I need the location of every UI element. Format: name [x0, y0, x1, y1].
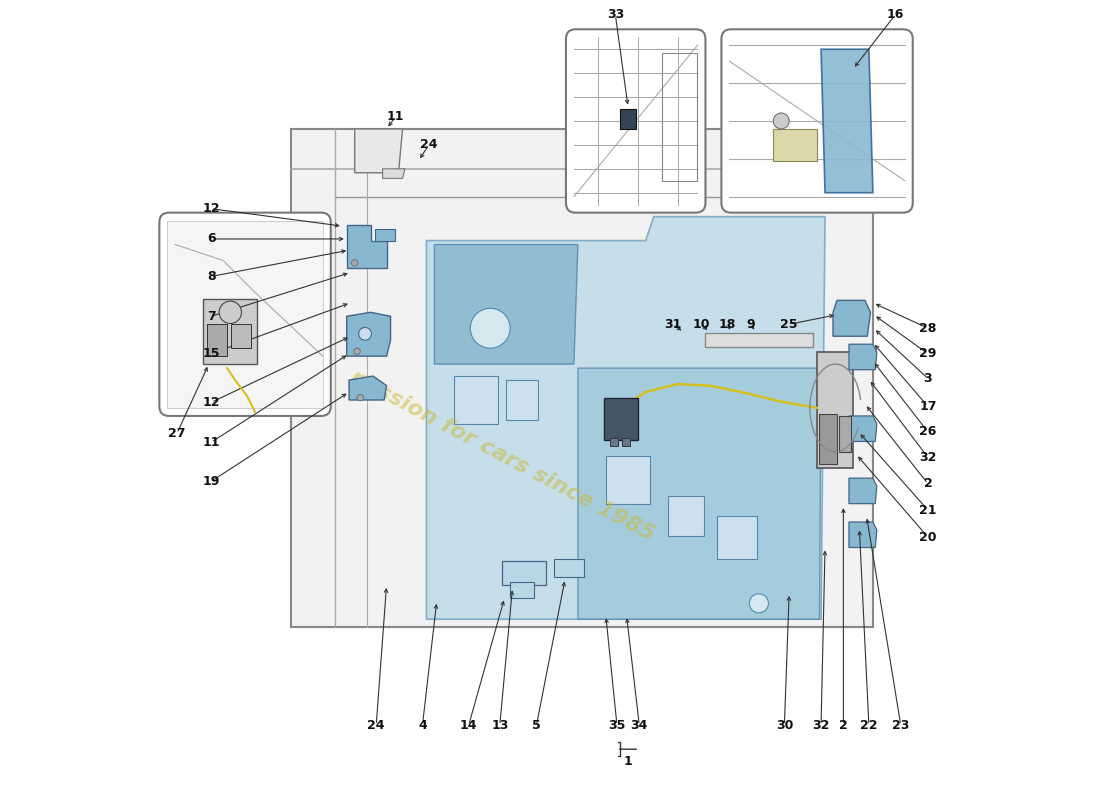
Text: 12: 12 [202, 202, 220, 215]
Bar [503, 561, 546, 585]
Text: 17: 17 [920, 400, 936, 413]
Text: 11: 11 [202, 436, 220, 449]
Bar [454, 376, 498, 424]
Bar [606, 456, 650, 504]
Text: 2: 2 [924, 478, 933, 490]
Circle shape [219, 301, 242, 323]
Bar [668, 496, 704, 535]
Text: 35: 35 [608, 718, 626, 732]
FancyBboxPatch shape [160, 213, 331, 416]
Polygon shape [354, 129, 403, 173]
Text: 23: 23 [892, 718, 910, 732]
Bar [510, 582, 535, 598]
Text: 6: 6 [207, 233, 216, 246]
Bar [705, 333, 813, 347]
Bar [207, 324, 227, 356]
Bar [506, 380, 538, 420]
Text: passion for cars since 1985: passion for cars since 1985 [346, 366, 658, 545]
Bar [620, 109, 636, 129]
Text: 22: 22 [860, 718, 878, 732]
Bar [231, 324, 251, 348]
Text: 33: 33 [607, 9, 624, 22]
Text: 2: 2 [839, 718, 848, 732]
Bar [609, 438, 618, 446]
Text: 15: 15 [202, 347, 220, 360]
Polygon shape [346, 312, 390, 356]
Text: 28: 28 [920, 322, 936, 334]
Circle shape [773, 113, 789, 129]
Bar [204, 298, 257, 364]
Text: 1: 1 [624, 754, 632, 768]
Text: 18: 18 [718, 318, 736, 330]
Bar [554, 559, 584, 577]
Polygon shape [375, 229, 395, 241]
Bar [817, 352, 852, 468]
Text: 10: 10 [693, 318, 711, 330]
Text: 26: 26 [920, 426, 936, 438]
Text: 7: 7 [207, 310, 216, 322]
Circle shape [471, 308, 510, 348]
Text: 24: 24 [420, 138, 438, 151]
Text: 19: 19 [202, 475, 220, 488]
Polygon shape [849, 478, 877, 504]
Text: 13: 13 [491, 718, 508, 732]
Text: 32: 32 [813, 718, 829, 732]
Bar [773, 129, 817, 161]
Polygon shape [578, 368, 821, 619]
Polygon shape [849, 344, 877, 370]
Text: 8: 8 [207, 270, 216, 283]
Text: 3: 3 [924, 372, 932, 385]
Text: 32: 32 [920, 451, 936, 464]
Text: 20: 20 [920, 530, 936, 544]
Circle shape [358, 394, 363, 401]
Polygon shape [821, 50, 873, 193]
Circle shape [354, 348, 361, 354]
Polygon shape [290, 129, 873, 627]
Bar [717, 515, 757, 559]
Polygon shape [849, 416, 877, 442]
Polygon shape [346, 225, 386, 269]
Text: 5: 5 [532, 718, 541, 732]
Text: 31: 31 [664, 318, 682, 330]
Bar [838, 416, 850, 452]
Circle shape [359, 327, 372, 340]
Circle shape [352, 260, 358, 266]
Bar [604, 398, 638, 440]
FancyBboxPatch shape [722, 30, 913, 213]
Polygon shape [833, 300, 870, 336]
Circle shape [749, 594, 769, 613]
Polygon shape [849, 522, 877, 547]
Text: 14: 14 [460, 718, 477, 732]
Text: 30: 30 [776, 718, 793, 732]
Bar [621, 438, 629, 446]
Text: 12: 12 [202, 396, 220, 409]
Text: 27: 27 [168, 427, 186, 440]
Polygon shape [349, 376, 386, 400]
Text: 21: 21 [920, 503, 936, 517]
Text: 16: 16 [887, 9, 904, 22]
Text: 29: 29 [920, 347, 936, 360]
Bar [820, 414, 837, 464]
Text: 4: 4 [418, 718, 427, 732]
Polygon shape [167, 221, 322, 408]
Polygon shape [434, 245, 578, 364]
Polygon shape [427, 217, 825, 619]
Text: 25: 25 [780, 318, 798, 330]
Text: 34: 34 [630, 718, 648, 732]
FancyBboxPatch shape [565, 30, 705, 213]
Text: 9: 9 [747, 318, 756, 330]
Text: 24: 24 [367, 718, 385, 732]
Polygon shape [383, 169, 405, 178]
Text: 11: 11 [386, 110, 404, 123]
